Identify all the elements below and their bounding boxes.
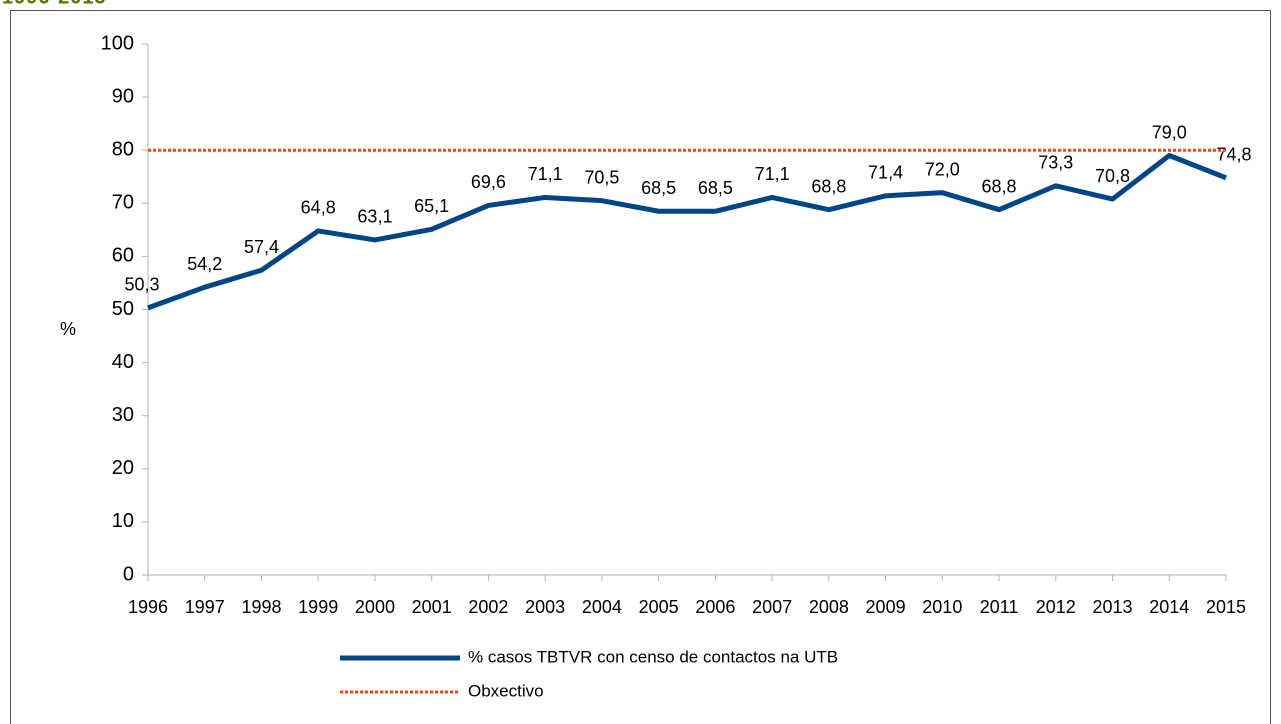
y-tick-label: 70 <box>112 192 134 214</box>
data-label: 68,8 <box>982 176 1017 196</box>
x-tick-label: 2003 <box>525 597 565 617</box>
y-tick-label: 100 <box>101 32 134 54</box>
data-label: 50,3 <box>124 275 159 295</box>
data-label: 79,0 <box>1152 122 1187 142</box>
x-tick-label: 2001 <box>412 597 452 617</box>
x-tick-label: 1997 <box>185 597 225 617</box>
data-line <box>147 153 1227 311</box>
y-tick-label: 10 <box>112 510 134 532</box>
chart-frame <box>10 10 1271 724</box>
y-tick-label: 40 <box>112 351 134 373</box>
data-label: 71,1 <box>755 164 790 184</box>
x-tick-label: 2015 <box>1206 597 1246 617</box>
y-tick-label: 20 <box>112 457 134 479</box>
data-label: 68,8 <box>811 176 846 196</box>
x-tick-label: 2007 <box>752 597 792 617</box>
legend-label: Obxectivo <box>468 681 544 700</box>
x-tick-label: 2006 <box>695 597 735 617</box>
data-label: 65,1 <box>414 196 449 216</box>
data-label: 68,5 <box>698 178 733 198</box>
data-label: 68,5 <box>641 178 676 198</box>
data-label: 70,8 <box>1095 166 1130 186</box>
chart-title: 1996-2015 <box>2 0 107 8</box>
data-label: 74,8 <box>1216 145 1251 165</box>
x-tick-label: 2013 <box>1093 597 1133 617</box>
x-tick-label: 2014 <box>1149 597 1189 617</box>
y-tick-label: 50 <box>112 298 134 320</box>
x-tick-label: 1996 <box>128 597 168 617</box>
legend-label: % casos TBTVR con censo de contactos na … <box>468 647 838 666</box>
x-tick-label: 2009 <box>866 597 906 617</box>
data-label: 69,6 <box>471 172 506 192</box>
x-tick-label: 2010 <box>922 597 962 617</box>
x-tick-label: 2012 <box>1036 597 1076 617</box>
y-tick-label: 30 <box>112 404 134 426</box>
x-tick-label: 1999 <box>298 597 338 617</box>
x-tick-label: 2005 <box>639 597 679 617</box>
data-label: 73,3 <box>1038 153 1073 173</box>
data-label: 57,4 <box>244 237 279 257</box>
x-tick-label: 2002 <box>468 597 508 617</box>
y-tick-label: 60 <box>112 245 134 267</box>
data-label: 71,1 <box>528 164 563 184</box>
x-tick-label: 1998 <box>241 597 281 617</box>
data-label: 54,2 <box>187 254 222 274</box>
y-tick-label: 80 <box>112 138 134 160</box>
y-axis-label: % <box>60 319 76 339</box>
y-tick-label: 0 <box>123 563 134 585</box>
data-label: 63,1 <box>357 207 392 227</box>
data-label: 72,0 <box>925 159 960 179</box>
data-label: 70,5 <box>584 167 619 187</box>
y-tick-label: 90 <box>112 85 134 107</box>
x-tick-label: 2000 <box>355 597 395 617</box>
data-label: 64,8 <box>301 198 336 218</box>
x-tick-label: 2004 <box>582 597 622 617</box>
data-label: 71,4 <box>868 163 903 183</box>
x-tick-label: 2011 <box>980 597 1019 617</box>
x-tick-label: 2008 <box>809 597 849 617</box>
